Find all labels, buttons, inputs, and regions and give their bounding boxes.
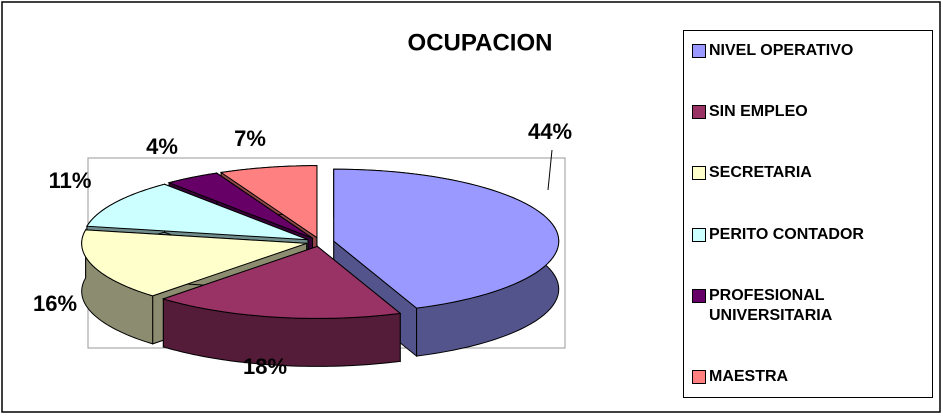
- legend-item: SIN EMPLEO: [692, 102, 924, 122]
- data-label: 18%: [243, 354, 287, 379]
- legend-swatch: [692, 44, 706, 58]
- data-label: 4%: [146, 134, 178, 159]
- slice-top: [81, 229, 307, 297]
- leader-line: [547, 149, 553, 191]
- legend-swatch: [692, 105, 706, 120]
- legend-label: NIVEL OPERATIVO: [709, 42, 854, 59]
- slice-top: [161, 245, 402, 319]
- legend-item: SECRETARIA: [692, 163, 924, 183]
- data-label: 16%: [33, 291, 77, 316]
- legend-label: MAESTRA: [709, 367, 789, 385]
- slice-top: [86, 183, 309, 241]
- slice-top: [219, 165, 318, 239]
- data-label: 44%: [528, 119, 572, 144]
- data-label: 7%: [234, 126, 266, 151]
- legend-swatch: [692, 288, 706, 303]
- data-label: 11%: [49, 168, 92, 193]
- legend-item: MAESTRA: [692, 367, 924, 387]
- legend-label: PERITO CONTADOR: [709, 225, 864, 243]
- slice-top: [333, 168, 560, 309]
- legend: NIVEL OPERATIVO SIN EMPLEO SECRETARIA PERIT…: [683, 30, 933, 398]
- legend-item: PROFESIONAL UNIVERSITARIA: [692, 286, 924, 326]
- legend-swatch: [692, 166, 706, 181]
- legend-label: SECRETARIA: [709, 164, 812, 182]
- legend-item: PERITO CONTADOR: [692, 225, 924, 245]
- legend-swatch: [692, 227, 706, 242]
- legend-item: NIVEL OPERATIVO: [692, 41, 924, 61]
- legend-label: SIN EMPLEO: [709, 103, 808, 121]
- legend-swatch: [692, 369, 706, 384]
- chart-title: OCUPACION: [408, 29, 553, 56]
- legend-label: PROFESIONAL UNIVERSITARIA: [709, 286, 833, 324]
- slice-top: [167, 172, 313, 239]
- pie: [81, 165, 560, 367]
